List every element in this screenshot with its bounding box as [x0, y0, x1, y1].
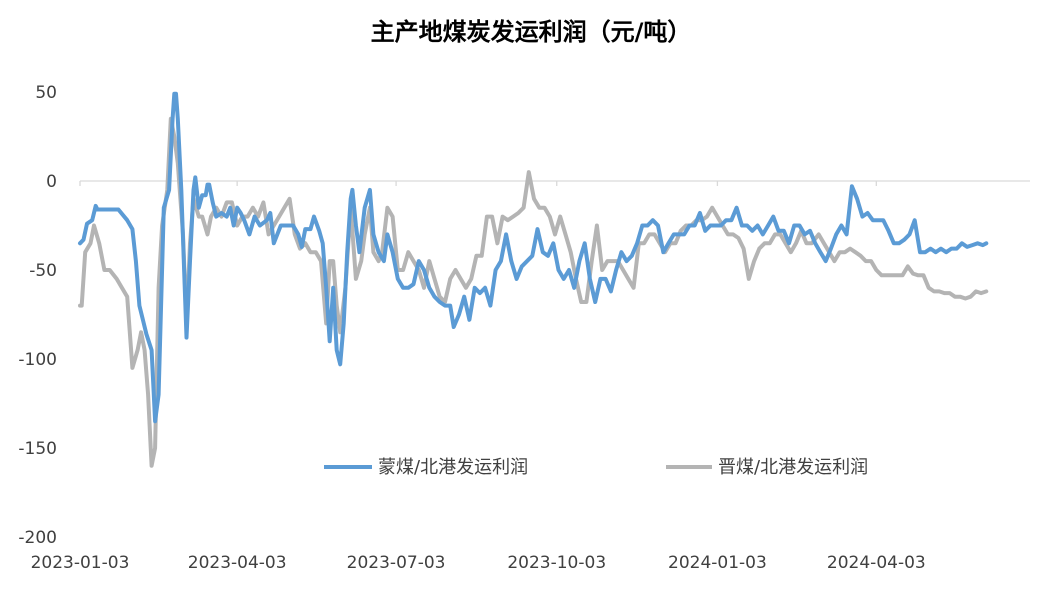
- x-tick-label: 2023-01-03: [31, 553, 130, 573]
- legend-label-series-1: 蒙煤/北港发运利润: [378, 457, 528, 478]
- legend: 蒙煤/北港发运利润 晋煤/北港发运利润: [324, 457, 868, 478]
- legend-label-series-2: 晋煤/北港发运利润: [718, 457, 868, 478]
- x-tick-label: 2023-10-03: [507, 553, 606, 573]
- y-tick-label: 50: [35, 83, 57, 103]
- series-lines: [78, 91, 989, 468]
- y-tick-label: -150: [18, 439, 57, 459]
- x-tick-label: 2024-01-03: [668, 553, 767, 573]
- chart-title: 主产地煤炭发运利润（元/吨）: [371, 18, 692, 46]
- y-tick-label: -200: [18, 528, 57, 548]
- y-tick-label: -100: [18, 350, 57, 370]
- series-line-2: [78, 116, 989, 468]
- x-axis: 2023-01-03 2023-04-03 2023-07-03 2023-10-03…: [31, 181, 926, 573]
- x-tick-label: 2024-04-03: [827, 553, 926, 573]
- y-tick-label: 0: [46, 172, 57, 192]
- series-line-1: [78, 91, 989, 424]
- x-tick-label: 2023-04-03: [188, 553, 287, 573]
- y-axis: 50 0 -50 -100 -150 -200: [18, 83, 57, 548]
- y-tick-label: -50: [29, 261, 57, 281]
- x-tick-label: 2023-07-03: [347, 553, 446, 573]
